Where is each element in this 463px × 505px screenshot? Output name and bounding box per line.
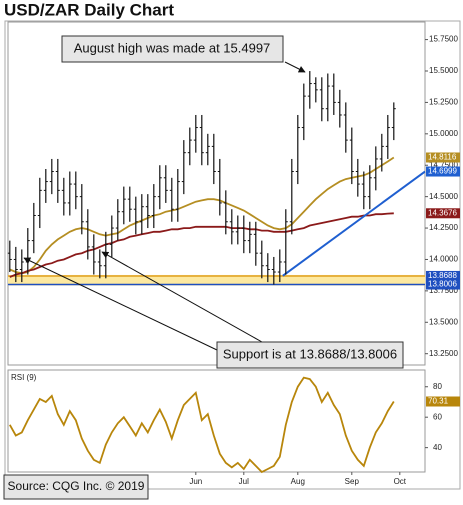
- annotation-box: [61, 35, 284, 63]
- value-tag-label: 14.8116: [428, 153, 457, 162]
- source-box: [3, 474, 149, 500]
- rsi-panel: [7, 369, 426, 473]
- value-tag: [426, 279, 460, 290]
- frame: [4, 20, 461, 490]
- moving-average: [9, 156, 395, 275]
- value-tag-label: 13.8688: [428, 271, 457, 280]
- value-tag: [426, 166, 460, 177]
- value-tag: [426, 152, 460, 163]
- arrow: [284, 61, 306, 73]
- price-panel: [7, 21, 426, 366]
- value-tag: [426, 396, 460, 407]
- y-tick-label: 13.5000: [429, 317, 458, 326]
- trendline: [282, 170, 426, 277]
- y-tick-label: 14.0000: [429, 255, 458, 264]
- value-tag-label: 14.3676: [428, 208, 457, 217]
- value-tag: [426, 208, 460, 219]
- y-tick-label: 14.5000: [429, 192, 458, 201]
- rsi-tick-label: 40: [433, 443, 442, 452]
- value-tag: [426, 270, 460, 281]
- plot: 13.2500 13.5000 13.7500 14.0000 14.2500 14.50…: [7, 35, 460, 486]
- rsi-label: RSI (9): [11, 373, 37, 382]
- support-band: [8, 274, 425, 286]
- rsi-tick-label: 80: [433, 382, 442, 391]
- y-tick-label: 15.2500: [429, 98, 458, 107]
- arrow: [101, 251, 263, 343]
- x-tick-label: Jul: [239, 477, 249, 486]
- y-tick-label: 14.2500: [429, 223, 458, 232]
- y-tick-label: 15.5000: [429, 66, 458, 75]
- x-tick-label: Sep: [345, 477, 360, 486]
- y-tick-label: 15.7500: [429, 35, 458, 44]
- source: Source: CQG Inc. © 2019: [8, 479, 145, 493]
- y-tick-label: 15.0000: [429, 129, 458, 138]
- value-tag-label: 70.31: [428, 397, 449, 406]
- x-tick-label: Jun: [189, 477, 202, 486]
- moving-average: [9, 212, 394, 278]
- annotation: Support is at 13.8688/13.8006: [223, 346, 397, 361]
- value-tag-label: 13.8006: [428, 280, 457, 289]
- arrow: [23, 257, 218, 351]
- annotation-box: [216, 341, 404, 369]
- y-tick-label: 14.7500: [429, 160, 458, 169]
- value-tag-label: 14.6999: [428, 167, 457, 176]
- rsi-line: [9, 376, 395, 474]
- y-tick-label: 13.7500: [429, 286, 458, 295]
- chart-title: USD/ZAR Daily Chart: [4, 0, 174, 19]
- y-tick-label: 13.2500: [429, 349, 458, 358]
- annotations: August high was made at 15.4997 Support …: [3, 35, 404, 500]
- x-tick-label: Oct: [394, 477, 407, 486]
- rsi-tick-label: 60: [433, 412, 442, 421]
- annotation: August high was made at 15.4997: [74, 40, 271, 55]
- x-tick-label: Aug: [291, 477, 305, 486]
